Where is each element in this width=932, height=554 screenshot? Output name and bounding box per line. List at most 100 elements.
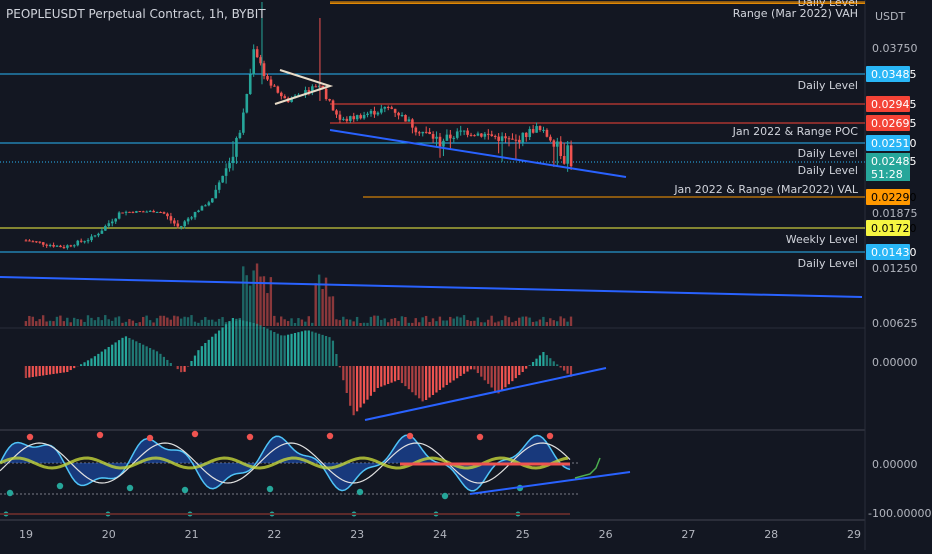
macd-bar	[522, 366, 524, 372]
volume-bar	[273, 316, 275, 326]
macd-bar	[166, 360, 168, 366]
volume-bar	[463, 315, 465, 326]
macd-bar	[149, 348, 151, 366]
volume-bar	[201, 320, 203, 326]
level-label: Daily Level	[798, 164, 858, 177]
candle-body	[408, 119, 411, 121]
volume-bar	[380, 320, 382, 326]
volume-bar	[221, 317, 223, 326]
volume-bar	[390, 319, 392, 326]
volume-bar	[487, 320, 489, 326]
macd-bar	[184, 366, 186, 372]
macd-bar	[46, 366, 48, 375]
macd-bar	[391, 366, 393, 383]
osc-dot	[57, 483, 63, 489]
candle-body	[163, 212, 166, 213]
candle-body	[470, 135, 473, 136]
volume-bar	[501, 320, 503, 326]
volume-bar	[308, 316, 310, 326]
macd-bar	[477, 366, 479, 373]
volume-bar	[218, 319, 220, 326]
macd-bar	[42, 366, 44, 376]
macd-bar	[529, 365, 531, 366]
candle-body	[235, 138, 238, 157]
time-tick: 21	[185, 528, 199, 541]
candle-body	[249, 75, 252, 94]
time-tick: 26	[599, 528, 613, 541]
volume-bar	[280, 316, 282, 326]
macd-bar	[39, 366, 41, 376]
candle-body	[494, 136, 497, 137]
candle-body	[504, 136, 507, 138]
volume-bar	[163, 316, 165, 326]
volume-bar	[42, 315, 44, 326]
macd-bar	[460, 366, 462, 376]
volume-bar	[453, 319, 455, 326]
macd-bar	[515, 366, 517, 378]
macd-bar	[363, 366, 365, 404]
volume-bar	[39, 319, 41, 326]
candle-body	[535, 126, 538, 133]
volume-bar	[328, 297, 330, 326]
candle-body	[446, 135, 449, 141]
macd-bar	[132, 340, 134, 366]
volume-bar	[132, 321, 134, 326]
volume-bar	[287, 321, 289, 326]
macd-bar	[397, 366, 399, 380]
candle-body	[549, 137, 552, 141]
macd-bar	[108, 347, 110, 366]
candle-body	[128, 212, 131, 213]
candle-body	[449, 135, 452, 139]
macd-bar	[87, 360, 89, 366]
macd-bar	[394, 366, 396, 381]
candle-body	[477, 133, 480, 135]
price-tag-text: 0.03485	[871, 68, 917, 81]
candle-body	[546, 130, 549, 137]
currency-label: USDT	[875, 10, 906, 23]
macd-bar	[542, 352, 544, 366]
macd-bar	[408, 366, 410, 389]
volume-bar	[170, 320, 172, 326]
macd-bar	[560, 366, 562, 367]
candle-body	[132, 212, 135, 213]
candle-body	[366, 114, 369, 115]
candle-body	[432, 134, 435, 139]
volume-bar	[318, 275, 320, 326]
price-tag-text: 0.01430	[871, 246, 917, 259]
candle-body	[246, 94, 249, 113]
macd-bar	[366, 366, 368, 400]
candle-body	[270, 79, 273, 85]
price-tick: 0.01250	[872, 262, 918, 275]
volume-bar	[118, 316, 120, 326]
volume-bar	[415, 318, 417, 326]
candle-body	[63, 247, 66, 248]
volume-bar	[183, 317, 185, 326]
price-tick: 0.03750	[872, 42, 918, 55]
candle-body	[387, 107, 390, 108]
time-tick: 19	[19, 528, 33, 541]
volume-bar	[166, 318, 168, 326]
macd-bar	[439, 366, 441, 390]
volume-bar	[497, 321, 499, 326]
time-tick: 20	[102, 528, 116, 541]
macd-bar	[208, 340, 210, 366]
candle-body	[325, 89, 328, 99]
time-tick: 29	[847, 528, 861, 541]
volume-bar	[315, 283, 317, 326]
level-label: Jan 2022 & Range (Mar2022) VAL	[673, 183, 859, 196]
macd-bar	[56, 366, 58, 374]
osc-dot	[127, 485, 133, 491]
macd-bar	[525, 366, 527, 369]
candle-body	[70, 245, 73, 246]
volume-bar	[518, 318, 520, 326]
candle-body	[553, 140, 556, 146]
osc-dot	[192, 431, 198, 437]
volume-bar	[66, 318, 68, 326]
macd-bar	[342, 366, 344, 380]
candle-body	[401, 115, 404, 116]
candle-body	[480, 133, 483, 136]
candle-body	[501, 136, 504, 141]
macd-bar	[256, 324, 258, 366]
